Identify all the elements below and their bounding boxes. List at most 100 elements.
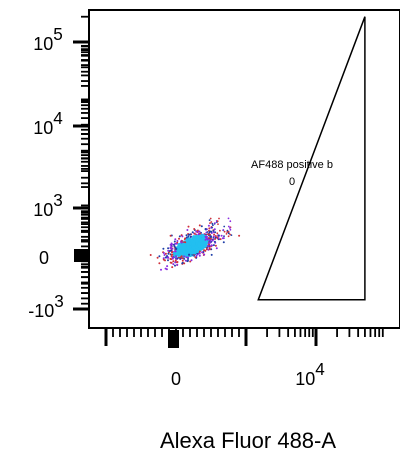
population-dot: [210, 253, 213, 256]
population-dot: [178, 237, 180, 240]
population-dot: [209, 217, 212, 220]
population-dot: [176, 240, 179, 242]
population-dot: [171, 266, 174, 269]
population-dot: [174, 259, 177, 262]
population-dot: [160, 268, 162, 271]
population-dot: [215, 247, 218, 250]
population-dot: [198, 254, 201, 257]
population-dot: [186, 246, 190, 250]
population-dot: [174, 264, 176, 267]
population-dot: [167, 252, 170, 255]
y-axis-ticks: [73, 15, 90, 311]
population-dot: [229, 228, 232, 231]
population-dot: [172, 263, 175, 266]
population-dot: [225, 233, 228, 235]
population-dot: [208, 227, 211, 230]
population-dot: [212, 244, 215, 247]
population-dot: [208, 233, 211, 236]
population-dot: [223, 230, 226, 233]
population-dot: [174, 238, 177, 241]
population-dot: [172, 243, 175, 246]
tick-label-base: -103: [28, 292, 64, 321]
population-dot: [184, 241, 187, 244]
population-dot: [201, 234, 205, 238]
population-dot: [175, 255, 177, 258]
population-dot: [187, 256, 190, 259]
population-dot: [208, 231, 211, 234]
population-dot: [226, 231, 229, 234]
population-dot: [187, 258, 189, 260]
population-dot: [173, 240, 176, 243]
population-dot: [162, 247, 165, 250]
population-dot: [207, 248, 210, 251]
population-dot: [192, 237, 197, 241]
population-dot: [185, 236, 188, 239]
gate-value: 0: [289, 176, 295, 188]
population-dot: [208, 219, 211, 222]
population-dot: [198, 224, 201, 227]
tick-label-base: 103: [33, 191, 63, 220]
population-dot: [196, 247, 200, 251]
y-tick-label: 0: [39, 248, 49, 268]
population-dot: [227, 217, 230, 220]
population-dot: [170, 247, 173, 250]
population-dot: [176, 261, 178, 264]
population-dot: [186, 229, 189, 231]
population-dot: [211, 239, 214, 242]
population-dot: [211, 226, 214, 229]
population-dot: [227, 235, 230, 238]
population-dot: [169, 234, 172, 237]
gate-polygon: [257, 16, 366, 301]
population-dot: [214, 236, 217, 239]
population-dot: [193, 228, 196, 230]
population-dot: [227, 232, 230, 235]
population-dot: [170, 255, 173, 258]
population-dot: [188, 248, 192, 252]
population-dot: [180, 241, 184, 244]
population-dot: [217, 237, 220, 240]
population-dot: [227, 225, 230, 228]
population-dot: [165, 268, 168, 271]
population-dot: [223, 235, 225, 238]
population-dot: [167, 247, 170, 250]
population-dot: [178, 235, 181, 238]
population-dot: [197, 230, 200, 233]
population-dots: [149, 217, 241, 271]
population-dot: [166, 255, 168, 257]
population-dot: [198, 250, 201, 253]
population-dot: [200, 225, 203, 228]
population-dot: [226, 229, 229, 232]
population-dot: [214, 235, 217, 237]
x-tick-label: 0: [171, 369, 181, 389]
population-dot: [187, 259, 189, 262]
population-dot: [222, 237, 225, 240]
population-dot: [181, 259, 184, 262]
population-dot: [171, 251, 173, 254]
population-dot: [220, 234, 223, 237]
population-dot: [195, 254, 198, 257]
population-dot: [179, 246, 183, 250]
population-dot: [149, 254, 152, 256]
y-tick-label: 105: [33, 25, 63, 54]
population-dot: [174, 250, 177, 253]
population-dot: [162, 252, 165, 254]
population-dot: [217, 223, 219, 226]
population-dot: [213, 228, 216, 231]
population-dot: [193, 232, 196, 235]
population-dot: [189, 260, 192, 263]
population-dot: [156, 256, 159, 259]
x-axis-tick-labels: 0 104: [171, 360, 325, 389]
population-dot: [188, 233, 190, 236]
population-dot: [209, 237, 212, 240]
population-dot: [181, 235, 184, 238]
population-dot: [175, 242, 178, 245]
population-dot: [217, 234, 220, 237]
population-dot: [191, 242, 196, 246]
population-dot: [208, 241, 211, 244]
x-axis-ticks: [104, 328, 384, 348]
population-dot: [211, 222, 214, 225]
population-dot: [212, 235, 215, 238]
population-dot: [229, 227, 231, 229]
population-dot: [164, 256, 167, 259]
